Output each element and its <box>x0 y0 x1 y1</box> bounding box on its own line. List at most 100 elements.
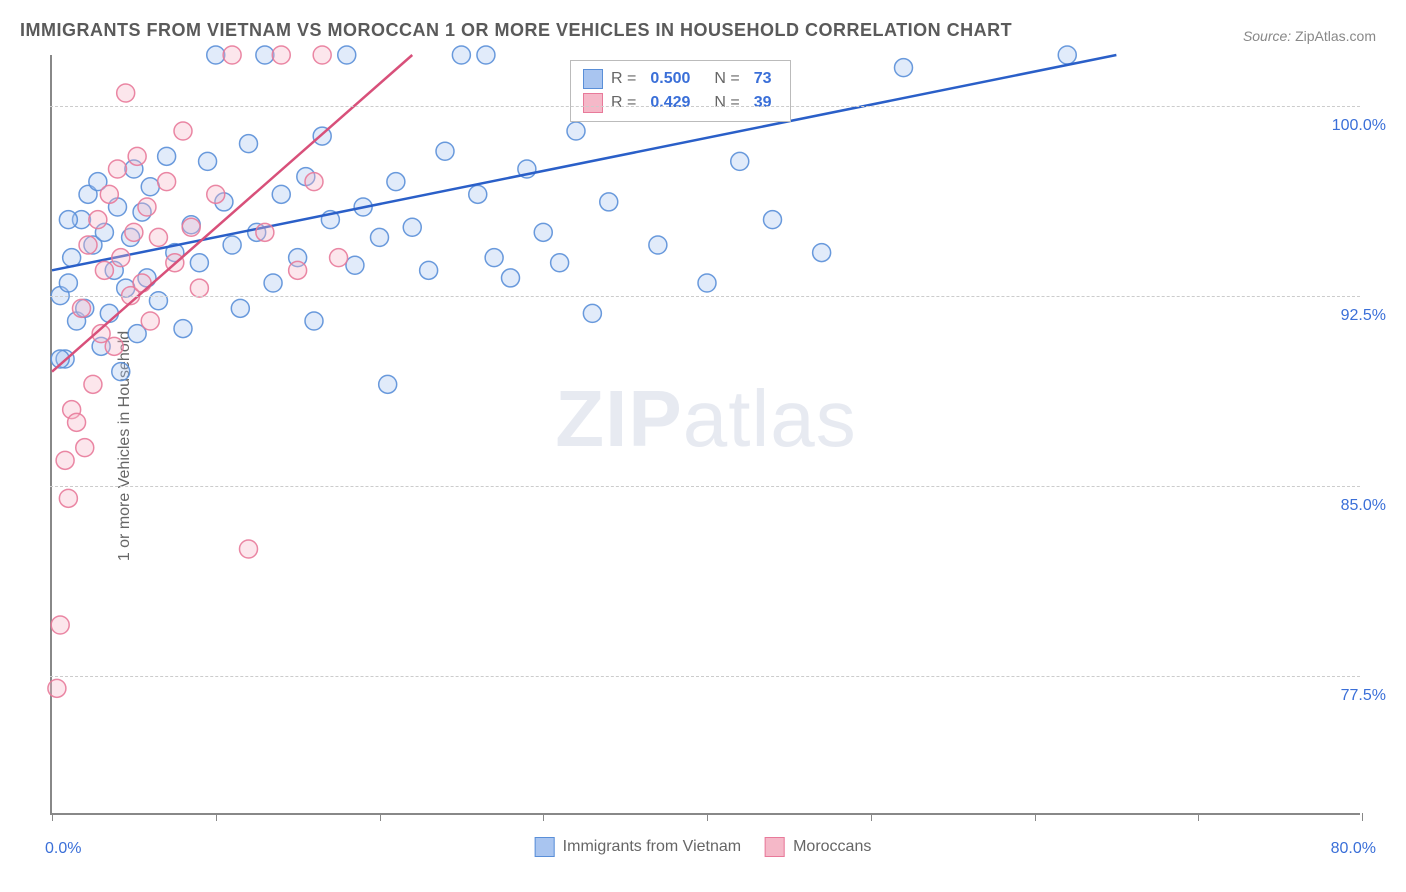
data-point <box>76 439 94 457</box>
data-point <box>289 261 307 279</box>
legend-row: R = 0.500 N = 73 <box>583 67 778 91</box>
data-point <box>117 84 135 102</box>
chart-title: IMMIGRANTS FROM VIETNAM VS MOROCCAN 1 OR… <box>20 20 1012 41</box>
source-label: Source: <box>1243 28 1291 44</box>
data-point <box>133 274 151 292</box>
gridline-h <box>50 486 1360 487</box>
r-label: R = <box>611 70 636 88</box>
data-point <box>346 256 364 274</box>
data-point <box>158 173 176 191</box>
legend-row: R =0.429N =39 <box>583 91 778 115</box>
data-point <box>240 135 258 153</box>
data-point <box>502 269 520 287</box>
data-point <box>567 122 585 140</box>
y-tick-label: 92.5% <box>1341 307 1386 325</box>
data-point <box>731 152 749 170</box>
data-point <box>72 299 90 317</box>
data-point <box>387 173 405 191</box>
data-point <box>128 147 146 165</box>
data-point <box>141 178 159 196</box>
data-point <box>272 46 290 64</box>
data-point <box>149 228 167 246</box>
x-tick <box>52 813 53 821</box>
y-tick-label: 77.5% <box>1341 687 1386 705</box>
data-point <box>59 274 77 292</box>
data-point <box>125 223 143 241</box>
data-point <box>256 223 274 241</box>
source-value: ZipAtlas.com <box>1295 28 1376 44</box>
data-point <box>272 185 290 203</box>
data-point <box>174 320 192 338</box>
x-tick-label: 0.0% <box>45 840 81 858</box>
data-point <box>174 122 192 140</box>
data-point <box>477 46 495 64</box>
data-point <box>600 193 618 211</box>
data-point <box>338 46 356 64</box>
data-point <box>89 211 107 229</box>
legend-swatch <box>583 93 603 113</box>
data-point <box>59 211 77 229</box>
data-point <box>231 299 249 317</box>
data-point <box>68 413 86 431</box>
data-point <box>305 312 323 330</box>
vietnam-swatch <box>535 837 555 857</box>
data-point <box>1058 46 1076 64</box>
data-point <box>403 218 421 236</box>
data-point <box>182 218 200 236</box>
data-point <box>79 236 97 254</box>
vietnam-label: Immigrants from Vietnam <box>563 838 741 856</box>
data-point <box>51 616 69 634</box>
x-tick <box>707 813 708 821</box>
data-point <box>379 375 397 393</box>
r-label: R = <box>611 94 636 112</box>
data-point <box>698 274 716 292</box>
data-point <box>190 279 208 297</box>
data-point <box>436 142 454 160</box>
data-point <box>207 185 225 203</box>
data-point <box>264 274 282 292</box>
x-tick <box>871 813 872 821</box>
n-value: 39 <box>754 94 772 112</box>
y-tick-label: 100.0% <box>1332 117 1386 135</box>
n-label: N = <box>714 94 739 112</box>
x-tick <box>543 813 544 821</box>
data-point <box>330 249 348 267</box>
source-attribution: Source: ZipAtlas.com <box>1243 28 1376 44</box>
data-point <box>100 185 118 203</box>
data-point <box>95 261 113 279</box>
data-point <box>59 489 77 507</box>
gridline-h <box>50 106 1360 107</box>
plot-area: ZIPatlas <box>50 55 1360 815</box>
data-point <box>256 46 274 64</box>
x-tick-label: 80.0% <box>1331 840 1376 858</box>
x-tick <box>216 813 217 821</box>
data-point <box>240 540 258 558</box>
data-point <box>895 59 913 77</box>
data-point <box>84 375 102 393</box>
r-value: 0.500 <box>650 70 690 88</box>
data-point <box>649 236 667 254</box>
gridline-h <box>50 296 1360 297</box>
n-value: 73 <box>754 70 772 88</box>
data-point <box>48 679 66 697</box>
data-point <box>583 304 601 322</box>
data-point <box>813 244 831 262</box>
data-point <box>764 211 782 229</box>
data-point <box>190 254 208 272</box>
data-point <box>112 363 130 381</box>
data-point <box>223 236 241 254</box>
data-point <box>371 228 389 246</box>
x-tick <box>1362 813 1363 821</box>
moroccans-label: Moroccans <box>793 838 871 856</box>
y-tick-label: 85.0% <box>1341 497 1386 515</box>
data-point <box>305 173 323 191</box>
x-tick <box>380 813 381 821</box>
n-label: N = <box>714 70 739 88</box>
data-point <box>149 292 167 310</box>
data-point <box>313 46 331 64</box>
data-point <box>420 261 438 279</box>
legend-item-vietnam: Immigrants from Vietnam <box>535 837 741 857</box>
scatter-plot-svg <box>52 55 1360 813</box>
data-point <box>138 198 156 216</box>
legend-item-moroccans: Moroccans <box>765 837 871 857</box>
